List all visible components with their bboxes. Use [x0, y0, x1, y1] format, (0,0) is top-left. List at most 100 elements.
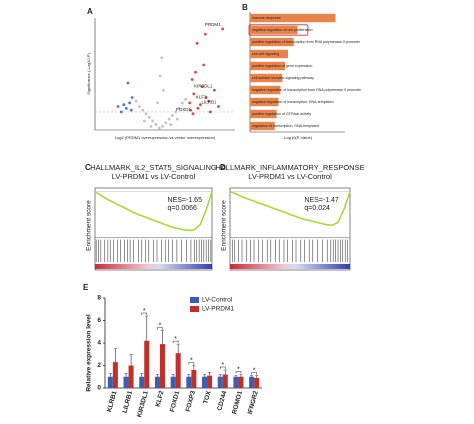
panel-label: B — [242, 3, 248, 12]
point — [204, 96, 208, 99]
point — [175, 117, 179, 121]
y-tick-label: 8 — [97, 295, 101, 302]
error-bar — [140, 373, 144, 377]
point — [180, 101, 184, 105]
legend-label: LV-Control — [202, 297, 233, 304]
x-tick-label: LILRB1 — [121, 390, 134, 414]
point — [196, 106, 200, 110]
bar — [139, 376, 145, 388]
bar — [202, 376, 208, 388]
error-bar — [223, 369, 227, 375]
bar — [250, 121, 275, 131]
y-axis-label: Enrichment score — [221, 200, 228, 251]
x-tick-label: KLRB1 — [106, 390, 118, 413]
point — [171, 114, 174, 117]
bar — [250, 25, 298, 35]
nes: NES=-1.47 — [304, 197, 339, 204]
error-bar — [218, 374, 222, 377]
panel-label: E — [83, 283, 89, 292]
sig-bracket — [219, 366, 226, 369]
category-label: positive regulation of gene expression — [252, 64, 312, 68]
x-tick-label: FOXP3 — [185, 390, 197, 413]
point — [119, 110, 123, 114]
sig-star: * — [143, 308, 146, 315]
error-bar — [176, 343, 180, 354]
sig-star: * — [159, 322, 162, 329]
category-label: cell-cell signaling — [252, 52, 279, 56]
gene-label: KLF2 — [196, 94, 207, 99]
category-label: positive regulation of transcription fro… — [252, 40, 361, 44]
error-bar — [124, 373, 128, 377]
point — [174, 110, 178, 114]
rank-heat — [230, 264, 350, 269]
sig-star: * — [221, 362, 224, 369]
legend-label: LV-PRDM1 — [202, 306, 234, 313]
point — [191, 112, 195, 116]
sig-star: * — [253, 367, 256, 374]
error-bar — [239, 374, 243, 377]
point — [129, 108, 133, 112]
point — [156, 101, 159, 105]
error-bar — [203, 374, 207, 377]
category-label: regulation of transcription, DNA-templat… — [252, 124, 319, 128]
point — [143, 119, 146, 123]
point — [213, 88, 216, 92]
point — [207, 99, 211, 103]
point — [200, 85, 204, 89]
y-tick-label: 4 — [97, 340, 101, 347]
point — [149, 124, 153, 128]
frame — [229, 187, 351, 271]
bar — [250, 49, 288, 59]
panel-label: C — [85, 163, 91, 172]
gene-label: LILRB1 — [202, 100, 218, 105]
gene-label: FOXD1 — [176, 107, 192, 112]
x-tick-label: CD244 — [216, 390, 228, 412]
bar — [144, 340, 150, 388]
y-axis-label: Significance (-Log10 P) — [86, 53, 91, 95]
category-label: cell surface receptor signaling pathway — [252, 76, 314, 80]
sig-star: * — [174, 336, 177, 343]
point — [116, 105, 120, 108]
bar — [191, 370, 197, 388]
point — [190, 78, 194, 81]
sig-star: * — [190, 357, 193, 364]
bar — [249, 376, 255, 388]
bar — [159, 344, 165, 388]
bar — [238, 376, 244, 388]
point — [138, 105, 141, 108]
sig-bracket — [172, 340, 179, 344]
bar — [207, 375, 213, 388]
error-bar — [234, 375, 238, 377]
y-axis-label: Relative expression level — [86, 314, 93, 392]
y-tick-label: 0 — [97, 385, 101, 392]
bar — [186, 376, 192, 388]
point — [158, 74, 162, 78]
point — [199, 103, 202, 107]
chart-title: HALLMARK_IL2_STAT5_SIGNALING — [90, 163, 217, 172]
frame — [94, 187, 213, 271]
error-bar — [160, 330, 164, 345]
point — [126, 81, 130, 85]
bar — [250, 13, 336, 23]
sig-star: * — [237, 366, 240, 373]
chart-subtitle: LV-PRDM1 vs LV-Control — [112, 172, 196, 181]
chart-subtitle: LV-PRDM1 vs LV-Control — [248, 172, 332, 181]
chart-title: HALLMARK_INFLAMMATORY_RESPONSE — [215, 163, 364, 172]
point — [217, 105, 220, 108]
point — [144, 112, 148, 116]
sig-bracket — [188, 362, 195, 365]
gene-label: KIR3DL1 — [194, 83, 213, 88]
highlight-box — [248, 24, 309, 36]
point — [188, 101, 192, 105]
point — [124, 106, 128, 110]
sig-bracket — [157, 327, 163, 330]
bar — [123, 376, 129, 388]
nes: NES=-1.65 — [168, 197, 203, 204]
point — [194, 70, 197, 74]
error-bar — [192, 365, 196, 370]
rank-heat — [95, 264, 212, 269]
q-value: q=0.0066 — [168, 205, 197, 212]
bar — [250, 85, 281, 95]
error-bar — [171, 374, 175, 377]
